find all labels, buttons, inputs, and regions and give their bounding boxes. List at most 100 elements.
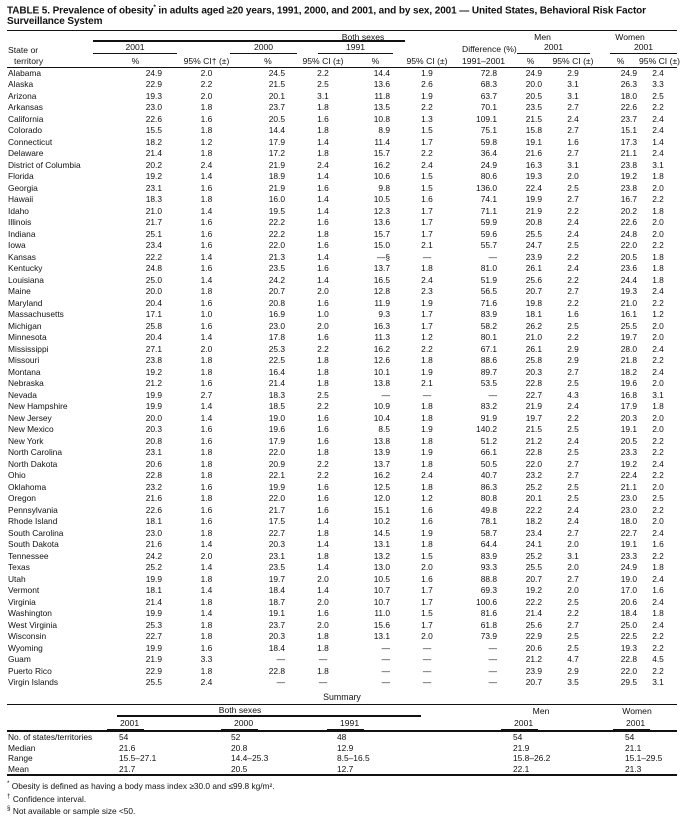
state-label: Pennsylvania [8, 504, 58, 515]
value-cell: 13.5 [373, 102, 390, 113]
value-cell: 11.8 [374, 90, 390, 101]
value-cell: 1.6 [200, 378, 213, 389]
value-cell: 2.5 [567, 481, 579, 492]
state-label: Alaska [8, 79, 34, 90]
value-cell: 23.5 [268, 562, 285, 573]
value-cell: 1.6 [317, 493, 329, 504]
value-cell: 21.0 [620, 297, 638, 308]
summary-table: Both sexes Men Women 2001 2000 1991 2001… [7, 703, 678, 777]
value-cell: 23.5 [268, 263, 285, 274]
value-cell: 21.6 [145, 539, 162, 550]
value-cell: 80.1 [480, 332, 498, 343]
value-cell: 2.4 [652, 67, 664, 78]
value-cell: 20.7 [525, 286, 543, 297]
men-group-header: Men [534, 32, 551, 43]
value-cell: 24.9 [620, 67, 638, 78]
summary-value-cell: 20.8 [231, 742, 248, 753]
state-label: Rhode Island [8, 516, 58, 527]
table-row: Connecticut 18.2 1.2 17.9 1.4 11.4 1.7 59.8 19.1… [7, 137, 677, 149]
value-cell: 1.8 [200, 194, 213, 205]
summary-value-cell: 22.1 [513, 763, 530, 774]
value-cell: 1.4 [200, 539, 213, 550]
value-cell: 19.1 [620, 424, 638, 435]
value-cell: 1.8 [421, 263, 433, 274]
women-year-2001-header: 2001 [610, 42, 678, 55]
value-cell: 9.3 [378, 309, 390, 320]
value-cell: 67.1 [480, 343, 498, 354]
value-cell: 2.2 [652, 470, 664, 481]
value-cell: 51.9 [480, 274, 498, 285]
value-cell: 19.9 [145, 389, 162, 400]
value-cell: 1.6 [567, 309, 579, 320]
value-cell: 21.1 [620, 481, 638, 492]
table-row: Arizona 19.3 2.0 20.1 3.1 11.8 1.9 63.7 20.5 3.1 1… [7, 91, 677, 103]
value-cell: 1.6 [652, 585, 664, 596]
value-cell: 1.4 [200, 412, 213, 423]
value-cell: 2.9 [567, 355, 579, 366]
value-cell: 2.4 [421, 159, 433, 170]
value-cell: 51.2 [480, 435, 498, 446]
year-2001-header: 2001 [93, 42, 177, 55]
value-cell: 1.4 [317, 205, 329, 216]
value-cell: 2.4 [567, 435, 579, 446]
value-cell: 2.0 [317, 619, 329, 630]
summary-value-cell: 21.7 [119, 763, 136, 774]
value-cell: 1.4 [200, 274, 213, 285]
value-cell: 3.1 [567, 79, 579, 90]
value-cell: 1.6 [421, 504, 433, 515]
summary-table-body: No. of states/territories 54 52 48 54 54 Media… [7, 731, 677, 775]
value-cell: 1.4 [317, 539, 329, 550]
value-cell: 15.5 [145, 125, 162, 136]
value-cell: 91.9 [480, 412, 498, 423]
value-cell: 18.0 [620, 516, 638, 527]
table-row: Wyoming 19.9 1.6 18.4 1.8 — — — 20.6 2.5 19.3 2.2 [7, 643, 677, 655]
state-label: Oklahoma [8, 481, 47, 492]
value-cell: 18.1 [145, 516, 162, 527]
value-cell: 63.7 [480, 90, 498, 101]
value-cell: 23.7 [268, 619, 285, 630]
value-cell: 3.1 [567, 159, 579, 170]
value-cell: 23.3 [620, 550, 638, 561]
table-row: Montana 19.2 1.8 16.4 1.8 10.1 1.9 89.7 20.3 2.7 1… [7, 367, 677, 379]
value-cell: 27.1 [145, 343, 162, 354]
value-cell: 22.8 [145, 470, 162, 481]
value-cell: — [381, 654, 390, 665]
value-cell: 19.9 [268, 481, 285, 492]
state-label: South Carolina [8, 527, 64, 538]
value-cell: 1.4 [200, 562, 213, 573]
table-row: Alabama 24.9 2.0 24.5 2.2 14.4 1.9 72.8 24.9 2.9 2… [7, 67, 677, 79]
value-cell: 68.3 [480, 79, 498, 90]
value-cell: 22.4 [620, 470, 638, 481]
value-cell: 19.6 [620, 378, 638, 389]
value-cell: 22.9 [145, 665, 162, 676]
value-cell: 25.6 [525, 274, 543, 285]
value-cell: 16.2 [373, 470, 390, 481]
value-cell: 1.4 [317, 251, 329, 262]
value-cell: 2.2 [652, 435, 664, 446]
table-row: South Carolina 23.0 1.8 22.7 1.8 14.5 1.9 58.7 2… [7, 528, 677, 540]
value-cell: 20.2 [145, 159, 162, 170]
value-cell: 20.4 [145, 332, 162, 343]
value-cell: 21.7 [268, 504, 285, 515]
value-cell: 1.0 [200, 309, 213, 320]
value-cell: 10.4 [373, 412, 390, 423]
value-cell: 21.6 [525, 148, 543, 159]
summary-spacer [421, 716, 486, 733]
value-cell: 19.7 [525, 412, 543, 423]
value-cell: 20.6 [145, 458, 162, 469]
value-cell: 2.2 [652, 665, 664, 676]
value-cell: 22.2 [268, 217, 285, 228]
value-cell: 2.0 [317, 573, 329, 584]
value-cell: 83.9 [480, 309, 498, 320]
value-cell: 1.8 [421, 481, 433, 492]
value-cell: 93.3 [480, 562, 498, 573]
summary-value-cell: 12.9 [337, 742, 354, 753]
value-cell: 1.6 [317, 113, 329, 124]
value-cell: 1.4 [317, 171, 329, 182]
value-cell: 2.4 [421, 274, 433, 285]
value-cell: 8.5 [378, 424, 390, 435]
value-cell: 2.7 [567, 286, 579, 297]
value-cell: 1.4 [317, 585, 329, 596]
value-cell: 10.8 [373, 113, 390, 124]
